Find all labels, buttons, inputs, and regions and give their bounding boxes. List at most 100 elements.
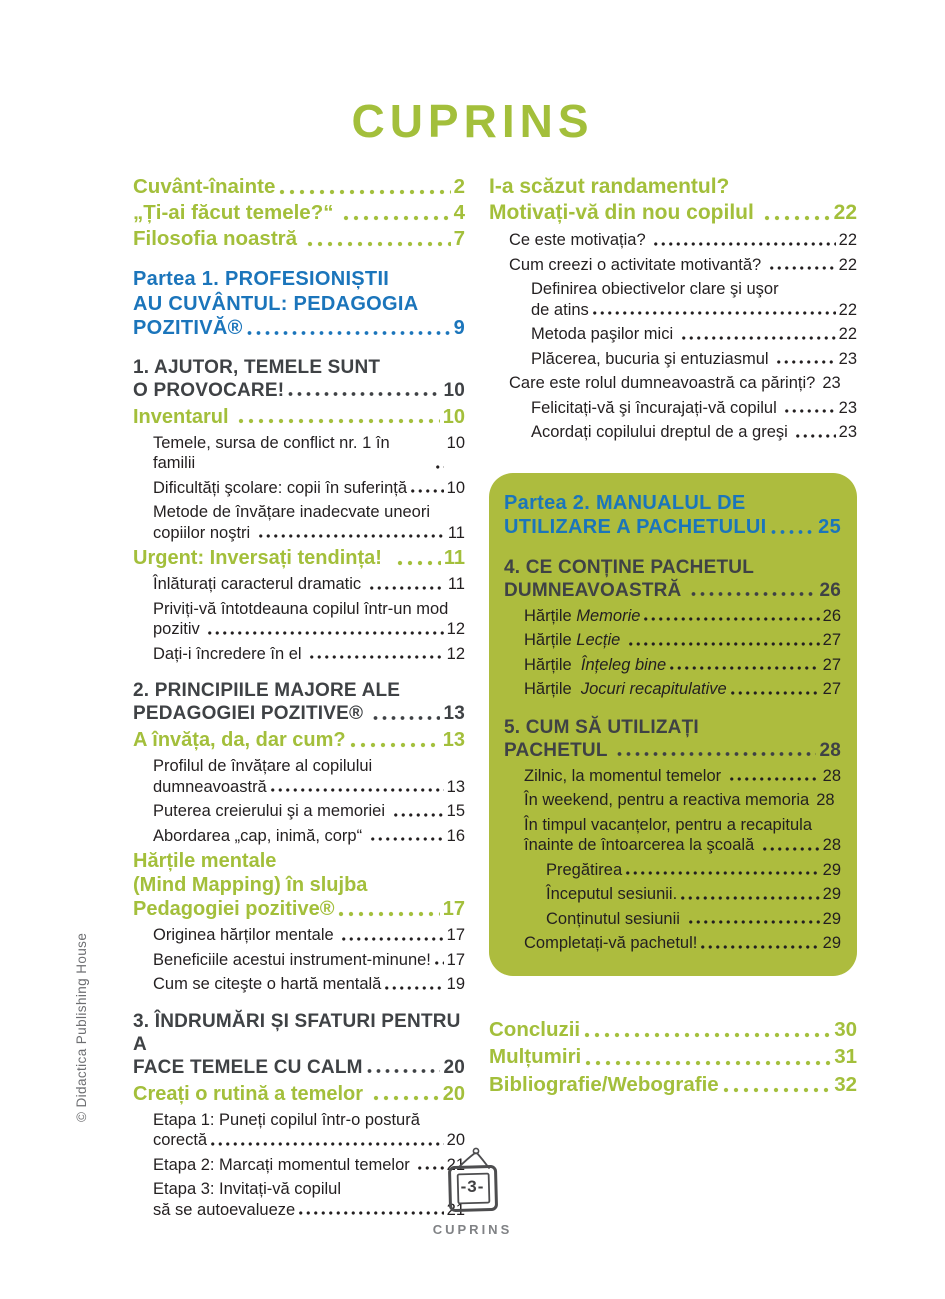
dot-leader [668,654,820,675]
toc-entry-title: Începutul sesiunii. [546,885,678,903]
toc-entry-title: Cum se citeşte o hartă mentală [153,975,382,993]
dot-leader [688,578,817,602]
toc-entry-title: de atins [531,300,589,319]
dot-leader [256,522,445,543]
toc-entry: Bibliografie/Webografie 32 [489,1070,857,1098]
toc-entry-title: Pedagogiei pozitive® [133,898,335,920]
toc-entry: Partea 2. MANUALUL DE UTILIZARE A PACHETU… [504,491,841,540]
toc-entry-page-number: 29 [822,885,841,903]
toc-entry-title: Abordarea „cap, inimă, corp“ [153,826,367,845]
dot-leader [395,546,441,570]
toc-entry-title: Creați o rutină a temelor [133,1082,369,1105]
toc-entry-page-number: 12 [446,620,465,638]
toc-entry-line: Partea 2. MANUALUL DE [504,491,746,514]
toc-entry-title: O PROVOCARE! [133,379,285,401]
toc-entry-title: POZITIVĂ® [133,317,243,339]
toc-entry: Cum se citeşte o hartă mentală 19 [133,974,465,995]
toc-entry: I-a scăzut randamentul? Motivați-vă din n… [489,174,857,226]
dot-leader [699,933,820,954]
toc-entry-title: Pregătirea [546,860,623,879]
dot-leader [367,574,445,595]
toc-entry: Felicitați-vă şi încurajați-vă copilul 2… [489,397,857,418]
toc-entry-page-number: 12 [446,644,465,663]
dot-leader [433,432,444,474]
dot-leader [652,230,836,251]
toc-entry-page-number: 15 [446,802,465,820]
toc-entry-page-number: 17 [442,898,465,920]
toc-entry-line: (Mind Mapping) în slujba [133,874,368,896]
toc-entry-title: Beneficiile acestui instrument-minune! [153,950,431,969]
toc-entry-page-number: 23 [838,423,857,441]
toc-entry-title: Care este rolul dumneavoastră ca părinți… [509,374,816,392]
toc-entry-title: copiilor noştri [153,523,255,542]
toc-entry-line: 3. ÎNDRUMĂRI ȘI SFATURI PENTRU A [133,1010,466,1055]
toc-entry-title: Filosofia noastră [133,227,303,250]
toc-entry: Etapa 1: Puneți copilul într-o postură co… [133,1110,465,1151]
dot-leader [817,373,819,394]
toc-right-top-group: I-a scăzut randamentul? Motivați-vă din n… [489,174,857,443]
dot-leader [368,825,444,846]
toc-entry-title: Felicitați-vă şi încurajați-vă copilul [531,398,782,417]
dot-leader [236,404,440,429]
dot-leader [642,605,820,626]
part2-highlight-box: Partea 2. MANUALUL DE UTILIZARE A PACHETU… [489,472,857,976]
toc-entry-page-number: 31 [834,1045,857,1068]
toc-entry-line: În timpul vacanțelor, pentru a recapitul… [524,815,813,834]
toc-entry-page-number: 17 [446,926,465,944]
dot-leader [432,949,444,970]
dot-leader [775,348,836,369]
toc-entry: Plăcerea, bucuria şi entuziasmul 23 [489,348,857,369]
toc-entry: Partea 1. PROFESIONIȘTII AU CUVÂNTUL: PED… [133,267,465,341]
toc-entry: În weekend, pentru a reactiva memoria 28 [504,790,841,811]
toc-entry: 3. ÎNDRUMĂRI ȘI SFATURI PENTRU A FACE TEM… [133,1010,465,1079]
toc-entry-title: Conținutul sesiunii [546,909,685,928]
toc-entry-page-number: 27 [822,680,841,698]
toc-entry-title: Bibliografie/Webografie [489,1072,719,1096]
dot-leader [590,299,836,320]
toc-entry: Metode de învățare inadecvate uneori copi… [133,502,465,543]
toc-entry-line: Etapa 1: Puneți copilul într-o postură [153,1110,420,1129]
toc-entry-title: dumneavoastră [153,777,267,796]
dot-leader [277,174,451,200]
toc-entry-page-number: 26 [822,606,841,625]
toc-entry-title: Completați-vă pachetul! [524,934,698,952]
dot-leader [391,801,444,822]
dot-leader [383,974,444,995]
page-number: -3- [460,1177,485,1196]
toc-entry-title: să se autoevalueze [153,1200,296,1219]
footer-section-label: CUPRINS [432,1222,513,1237]
page-title: CUPRINS [351,95,594,147]
toc-entry: Definirea obiectivelor clare şi uşor de a… [489,279,857,320]
dot-leader [783,397,836,418]
toc-entry-page-number: 23 [838,398,857,417]
toc-entry-title: înainte de întoarcerea la şcoală [524,836,759,854]
toc-entry-line: Hărțile mentale [133,850,277,872]
toc-entry: Mulțumiri 31 [489,1043,857,1071]
toc-entry-page-number: 23 [838,349,857,368]
dot-leader [679,884,820,905]
toc-entry-line: Partea 1. PROFESIONIȘTII [133,268,390,290]
toc-entry-page-number: 11 [447,575,465,593]
dot-leader [206,619,444,640]
toc-entry-title: Puterea creierului şi a memoriei [153,802,390,820]
toc-entry-page-number: 29 [822,909,841,928]
toc-entry-title: A învăța, da, dar cum? [133,729,346,751]
toc-entry-title: PEDAGOGIEI POZITIVE® [133,703,369,724]
dot-leader [364,1055,441,1079]
toc-entry-page-number: 20 [446,1131,465,1149]
toc-entry-title: Metoda paşilor mici [531,325,678,343]
toc-entry-title-italic: Jocuri recapitulative [580,680,727,698]
toc-entry-title: Hărțile [524,631,577,649]
toc-entry-title: Hărțile [524,606,577,625]
dot-leader [686,908,820,929]
toc-entry: Hărțile Înțeleg bine 27 [504,654,841,675]
toc-entry: Temele, sursa de conflict nr. 1 în famil… [133,432,465,474]
toc-entry-title: pozitiv [153,620,205,638]
toc-entry-title: Acordați copilului dreptul de a greşi [531,423,793,441]
toc-entry: A învăța, da, dar cum? 13 [133,728,465,752]
toc-entry-title: Motivați-vă din nou copilul [489,201,760,224]
toc-entry: Care este rolul dumneavoastră ca părinți… [489,373,857,394]
toc-entry: Pregătirea 29 [504,859,841,880]
toc-entry: 2. PRINCIPIILE MAJORE ALE PEDAGOGIEI POZI… [133,679,465,725]
